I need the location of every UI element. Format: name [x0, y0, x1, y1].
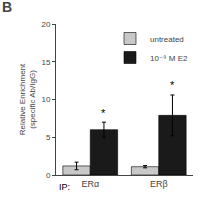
svg-text:ERα: ERα	[81, 179, 99, 189]
svg-text:10⁻⁹ M E2: 10⁻⁹ M E2	[150, 54, 188, 63]
svg-text:20: 20	[41, 20, 50, 29]
svg-text:IP:: IP:	[59, 182, 70, 192]
svg-text:5: 5	[46, 133, 51, 142]
svg-text:10: 10	[41, 95, 50, 104]
svg-text:ERβ: ERβ	[150, 179, 168, 189]
svg-text:B: B	[2, 0, 12, 15]
svg-text:Relative Enrichment(specific A: Relative Enrichment(specific Ab/IgG)	[18, 63, 37, 135]
svg-text:0: 0	[46, 171, 51, 180]
svg-text:untreated: untreated	[150, 35, 184, 44]
svg-text:15: 15	[41, 58, 50, 67]
svg-text:*: *	[170, 79, 175, 91]
svg-text:*: *	[101, 107, 106, 119]
